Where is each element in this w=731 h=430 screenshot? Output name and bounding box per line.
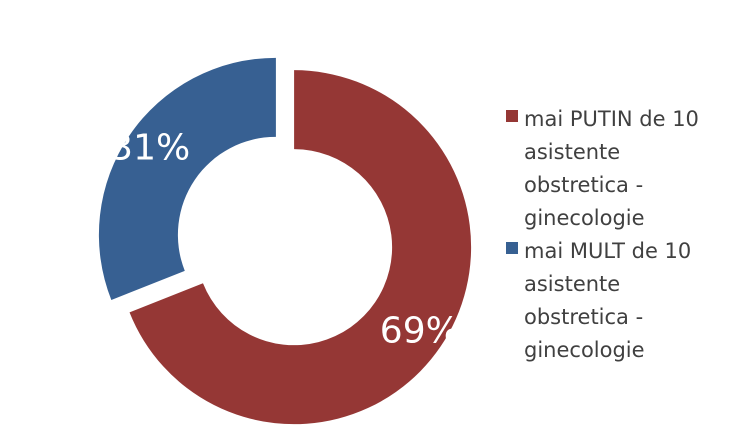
legend-swatch-mai-mult [506,242,518,254]
slice-mai-putin [129,70,472,425]
chart-legend: mai PUTIN de 10 asistente obstretica - g… [506,103,728,367]
legend-label-mai-mult: mai MULT de 10 asistente obstretica - gi… [524,239,692,362]
slice-mai-mult [98,57,276,300]
legend-item-mai-mult: mai MULT de 10 asistente obstretica - gi… [506,235,728,367]
slice-label-mai-mult: 31% [110,127,190,168]
slice-label-mai-putin: 69% [380,311,460,352]
legend-label-mai-putin: mai PUTIN de 10 asistente obstretica - g… [524,107,699,230]
legend-item-mai-putin: mai PUTIN de 10 asistente obstretica - g… [506,103,728,235]
legend-swatch-mai-putin [506,110,518,122]
